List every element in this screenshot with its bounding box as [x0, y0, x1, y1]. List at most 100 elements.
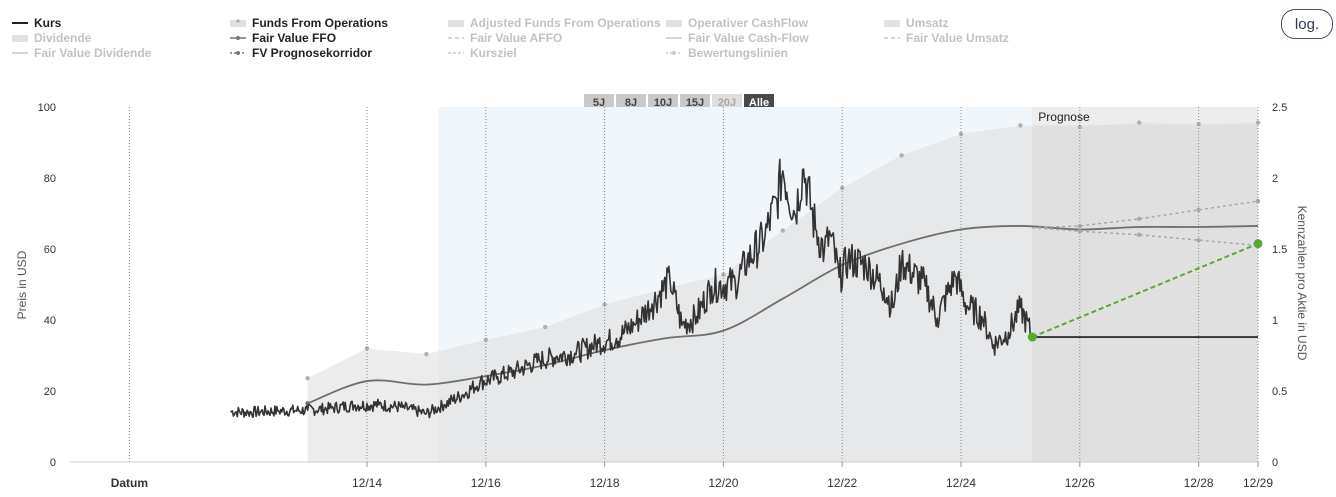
- legend-swatch-icon: [448, 33, 464, 43]
- x-tick: 12/20: [708, 476, 738, 490]
- fv-corridor-point: [1077, 223, 1083, 229]
- legend-swatch-icon: [230, 33, 246, 43]
- legend-item-fair-value-cash-flow[interactable]: Fair Value Cash-Flow: [666, 31, 809, 45]
- y-left-axis-title: Preis in USD: [15, 250, 29, 319]
- legend-item-kursziel[interactable]: Kursziel: [448, 46, 517, 60]
- ffo-area: [307, 122, 1259, 463]
- fv-corridor-point: [1196, 237, 1201, 243]
- legend-item-bewertungslinien[interactable]: Bewertungslinien: [666, 46, 788, 60]
- fv-corridor-point: [1196, 207, 1201, 213]
- x-tick: 12/28: [1184, 476, 1214, 490]
- legend-item-fair-value-dividende[interactable]: Fair Value Dividende: [12, 46, 151, 60]
- ffo-point: [721, 272, 726, 277]
- ffo-point: [1137, 120, 1142, 125]
- legend-label: Fair Value Cash-Flow: [688, 31, 809, 45]
- legend-label: FV Prognosekorridor: [252, 46, 373, 60]
- log-scale-button[interactable]: log.: [1281, 9, 1333, 39]
- y-left-tick: 60: [44, 244, 56, 256]
- x-tick: 12/24: [946, 476, 976, 490]
- legend-swatch-icon: [230, 18, 246, 28]
- ffo-point: [305, 376, 310, 381]
- legend-label: Funds From Operations: [252, 16, 389, 30]
- y-right-tick: 1.5: [1272, 244, 1287, 256]
- fair-value-ffo-line: [307, 225, 1259, 405]
- legend-label: Operativer CashFlow: [688, 16, 809, 30]
- legend-label: Fair Value AFFO: [470, 31, 563, 45]
- fv-corridor-point: [1255, 198, 1261, 204]
- legend-label: Fair Value Umsatz: [906, 31, 1009, 45]
- x-tick: 12/14: [352, 476, 382, 490]
- legend-swatch-icon: [884, 33, 900, 43]
- ffo-point: [1196, 121, 1201, 127]
- current-price-dot: [1027, 332, 1037, 342]
- legend-label: Kurs: [34, 16, 62, 30]
- legend-item-dividende[interactable]: Dividende: [12, 31, 91, 45]
- y-right-tick: 1: [1272, 315, 1278, 327]
- legend-swatch-icon: [884, 18, 900, 28]
- forecast-header: [1032, 107, 1258, 125]
- y-right-tick: 2.5: [1272, 102, 1287, 114]
- y-right-axis-title: Kennzahlen pro Aktie in USD: [1295, 206, 1309, 361]
- legend-label: Fair Value FFO: [252, 31, 337, 45]
- legend-item-umsatz[interactable]: Umsatz: [884, 16, 949, 30]
- legend-item-fair-value-affo[interactable]: Fair Value AFFO: [448, 31, 562, 45]
- y-right-tick: 0.5: [1272, 386, 1287, 398]
- x-tick: 12/26: [1065, 476, 1095, 490]
- x-tick: 12/18: [590, 476, 620, 490]
- legend-item-fair-value-ffo[interactable]: Fair Value FFO: [230, 31, 336, 45]
- ffo-point: [543, 324, 548, 330]
- legend-swatch-icon: [230, 48, 246, 58]
- legend-item-operativer-cashflow[interactable]: Operativer CashFlow: [666, 16, 808, 30]
- legend-label: Adjusted Funds From Operations: [470, 16, 661, 30]
- ffo-point: [424, 351, 429, 357]
- legend-swatch-icon: [666, 48, 682, 58]
- fv-corridor-lower: [1032, 226, 1259, 247]
- legend-swatch-icon: [12, 48, 28, 58]
- fv-corridor-upper: [1032, 200, 1259, 229]
- y-left-tick: 0: [50, 457, 56, 469]
- legend-swatch-icon: [12, 33, 28, 43]
- chart-legend: Kurs Dividende Fair Value Dividende Funds F…: [0, 16, 1200, 66]
- y-left-tick: 100: [38, 102, 56, 114]
- legend-swatch-icon: [448, 48, 464, 58]
- legend-label: Bewertungslinien: [688, 46, 789, 60]
- ffo-point: [958, 131, 964, 137]
- price-line: [230, 158, 1034, 419]
- y-right-tick: 0: [1272, 457, 1278, 469]
- ffo-point: [840, 185, 845, 191]
- x-tick: 12/22: [827, 476, 857, 490]
- fv-corridor-point: [1137, 232, 1142, 237]
- legend-swatch-icon: [666, 33, 682, 43]
- ffo-point: [899, 153, 904, 158]
- legend-label: Kursziel: [470, 46, 517, 60]
- legend-label: Dividende: [34, 31, 92, 45]
- y-left-tick: 40: [44, 315, 56, 327]
- x-tick: 12/29: [1243, 476, 1273, 490]
- legend-swatch-icon: [448, 18, 464, 28]
- x-tick: 12/16: [471, 476, 501, 490]
- legend-label: Umsatz: [906, 16, 949, 30]
- legend-item-funds-from-operations[interactable]: Funds From Operations: [230, 16, 388, 30]
- y-left-tick: 20: [44, 386, 56, 398]
- fv-corridor-point: [1077, 229, 1083, 234]
- legend-swatch-icon: [12, 18, 28, 28]
- y-left-tick: 80: [44, 173, 56, 185]
- forecast-label: Prognose: [1038, 110, 1090, 124]
- legend-item-fv-prognosekorridor[interactable]: FV Prognosekorridor: [230, 46, 372, 60]
- ffo-point: [1077, 124, 1083, 130]
- legend-swatch-icon: [666, 18, 682, 28]
- price-target-dot: [1253, 239, 1263, 249]
- ffo-point: [780, 228, 785, 233]
- ffo-point: [483, 337, 488, 343]
- legend-item-kurs[interactable]: Kurs: [12, 16, 61, 30]
- fv-corridor-point: [1137, 216, 1142, 222]
- legend-item-fair-value-umsatz[interactable]: Fair Value Umsatz: [884, 31, 1009, 45]
- legend-item-adjusted-funds-from-operations[interactable]: Adjusted Funds From Operations: [448, 16, 661, 30]
- legend-label: Fair Value Dividende: [34, 46, 152, 60]
- ffo-point: [364, 346, 370, 351]
- ffo-point: [602, 302, 607, 307]
- price-target-line: [1031, 242, 1259, 338]
- y-right-tick: 2: [1272, 173, 1278, 185]
- ffo-point: [1018, 123, 1023, 128]
